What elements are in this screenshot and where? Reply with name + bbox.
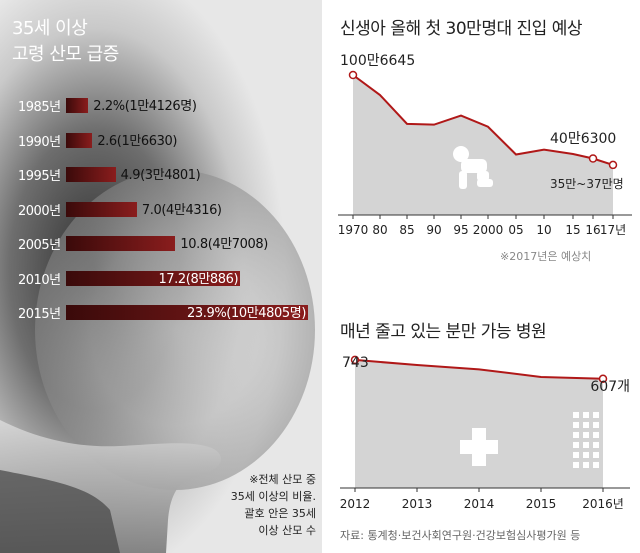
- hospital-area-chart: 2012 2013 2014 2015 2016년 743 607개: [340, 355, 630, 511]
- bar: [66, 236, 176, 251]
- bar-category-label: 2010년: [18, 272, 61, 288]
- building-icon: [573, 412, 599, 468]
- footnote-line: 35세 이상의 비율.: [230, 490, 316, 503]
- bar-category-label: 1990년: [18, 134, 61, 150]
- x-tick-label: 2014: [464, 497, 495, 511]
- projection-note: ※2017년은 예상치: [500, 250, 592, 263]
- bar-value-label: 2.2%(1만4126명): [93, 99, 197, 114]
- footnote-line: 괄호 안은 35세: [244, 507, 316, 520]
- bar: [66, 98, 89, 113]
- data-point: [608, 160, 618, 170]
- data-point: [350, 355, 360, 365]
- x-tick-label: 2015: [526, 497, 557, 511]
- footnote-line: 이상 산모 수: [258, 524, 316, 537]
- x-tick-label: 2013: [402, 497, 433, 511]
- footnote: ※전체 산모 중 35세 이상의 비율. 괄호 안은 35세 이상 산모 수: [210, 471, 316, 539]
- hospital-cross-icon: [460, 428, 498, 466]
- x-tick-label: 16: [585, 223, 600, 237]
- x-tick-label: 1970: [338, 223, 369, 237]
- bar: [66, 132, 93, 148]
- x-tick-label: 2012: [340, 497, 371, 511]
- hospital-line: [354, 358, 604, 380]
- bar: [66, 167, 116, 182]
- x-tick-label: 15: [565, 223, 580, 237]
- annotation-last: 607개: [590, 379, 630, 395]
- x-tick-label: 85: [399, 223, 414, 237]
- annotation-2016: 40만6300: [550, 131, 616, 147]
- bar: [66, 201, 137, 217]
- hospital-chart-title: 매년 줄고 있는 분만 가능 병원: [340, 322, 547, 342]
- data-point: [348, 70, 358, 80]
- footnote-line: ※전체 산모 중: [249, 473, 316, 486]
- annotation-first: 100만6645: [340, 53, 415, 69]
- data-point: [598, 374, 608, 384]
- bar-value-label: 2.6(1만6630): [97, 133, 178, 149]
- x-tick-label: 10: [536, 223, 551, 237]
- bar-category-label: 1995년: [18, 169, 61, 184]
- newborn-area-fill: [353, 75, 613, 215]
- bar-category-label: 2015년: [18, 307, 61, 322]
- chart-title-line1: 35세 이상: [12, 18, 88, 39]
- bar-value-label: 10.8(4만7008): [180, 237, 268, 252]
- baby-icon: [453, 146, 493, 189]
- bar: [66, 270, 241, 286]
- data-point: [588, 154, 598, 163]
- newborn-chart-title: 신생아 올해 첫 30만명대 진입 예상: [340, 19, 582, 39]
- x-tick-label: 2016년: [582, 497, 624, 511]
- x-tick-label: 95: [453, 223, 468, 237]
- bar-category-label: 1985년: [18, 100, 61, 115]
- bar-category-label: 2000년: [18, 203, 61, 219]
- annotation-first: 743: [342, 355, 369, 371]
- left-panel: 35세 이상 고령 산모 급증 1985년 2.2%(1만4126명) 1990년 2…: [0, 0, 322, 553]
- x-tick-label: 90: [426, 223, 441, 237]
- bar: [66, 305, 308, 320]
- bar-category-label: 2005년: [18, 238, 61, 253]
- chart-title-line2: 고령 산모 급증: [12, 44, 119, 65]
- x-tick-label: 05: [508, 223, 523, 237]
- bar-value-label: 23.9%(10만4805명): [187, 306, 306, 321]
- newborn-area-chart: 1970 80 85 90 95 2000 05 10 15 16 17년 100만6645 40만63…: [338, 53, 632, 237]
- annotation-2017: 35만~37만명: [550, 177, 624, 191]
- x-tick-label: 2000: [473, 223, 504, 237]
- bar-value-label: 4.9(3만4801): [120, 168, 201, 183]
- source-note: 자료: 통계청·보건사회연구원·건강보험심사평가원 등: [340, 529, 581, 542]
- bar-value-label: 17.2(8만886): [158, 271, 239, 287]
- bar-value-label: 7.0(4만4316): [141, 202, 222, 218]
- hospital-area-fill: [355, 359, 603, 488]
- x-tick-label: 17년: [600, 223, 626, 237]
- x-tick-label: 80: [372, 223, 387, 237]
- newborn-line: [352, 74, 614, 166]
